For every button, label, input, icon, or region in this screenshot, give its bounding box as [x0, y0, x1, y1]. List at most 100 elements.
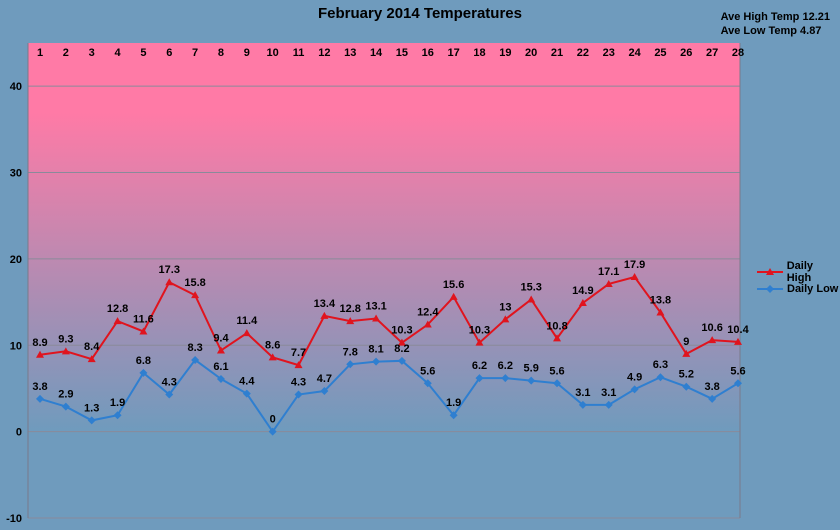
data-point-high: [423, 320, 432, 328]
data-label-high: 17.9: [624, 259, 645, 271]
data-label-high: 9: [683, 336, 689, 348]
data-point-low: [449, 411, 458, 420]
data-label-low: 3.8: [704, 381, 719, 393]
y-tick-label: 40: [10, 81, 22, 93]
legend-swatch-low: [757, 284, 783, 293]
x-tick-label: 22: [577, 47, 589, 59]
x-tick-label: 20: [525, 47, 537, 59]
data-label-high: 13: [499, 301, 511, 313]
ave-low-stat: Ave Low Temp 4.87: [720, 25, 822, 37]
data-label-high: 8.6: [265, 339, 280, 351]
data-point-low: [423, 379, 432, 388]
data-point-high: [191, 291, 200, 299]
data-point-low: [139, 368, 148, 377]
data-label-low: 5.6: [420, 365, 435, 377]
data-point-low: [61, 402, 70, 411]
x-tick-label: 6: [166, 47, 172, 59]
plot-band: [28, 43, 740, 432]
data-point-high: [578, 298, 587, 306]
data-point-high: [553, 334, 562, 342]
data-point-low: [87, 416, 96, 425]
x-tick-label: 16: [422, 47, 434, 59]
y-tick-label: 30: [10, 168, 22, 180]
x-tick-label: 28: [732, 47, 744, 59]
data-point-low: [191, 355, 200, 364]
data-point-high: [501, 315, 510, 323]
legend-item-daily-low: Daily Low: [757, 280, 840, 297]
data-point-high: [527, 295, 536, 303]
data-point-high: [165, 278, 174, 286]
x-tick-label: 8: [218, 47, 224, 59]
stats-box: Ave High Temp 12.21 Ave Low Temp 4.87: [721, 10, 830, 38]
x-tick-label: 21: [551, 47, 563, 59]
x-tick-label: 25: [654, 47, 666, 59]
data-point-low: [294, 390, 303, 399]
data-label-low: 6.1: [213, 361, 228, 373]
data-point-low: [475, 374, 484, 383]
data-point-low: [165, 390, 174, 399]
series-line-low: [39, 358, 739, 434]
data-label-low: 7.8: [343, 346, 358, 358]
data-point-high: [87, 355, 96, 363]
data-label-low: 5.9: [524, 363, 539, 375]
data-point-high: [268, 353, 277, 361]
x-tick-label: 15: [396, 47, 408, 59]
x-tick-label: 24: [628, 47, 641, 59]
data-label-high: 9.4: [213, 332, 229, 344]
data-label-low: 3.1: [575, 387, 590, 399]
data-label-high: 10.4: [727, 324, 749, 336]
x-tick-label: 27: [706, 47, 718, 59]
data-label-low: 4.3: [291, 377, 306, 389]
x-tick-label: 19: [499, 47, 511, 59]
data-point-low: [527, 376, 536, 385]
data-label-low: 0: [270, 414, 276, 426]
data-label-low: 2.9: [58, 389, 73, 401]
data-label-low: 1.3: [84, 402, 99, 414]
x-tick-label: 13: [344, 47, 356, 59]
data-label-low: 5.6: [549, 365, 564, 377]
data-point-high: [113, 317, 122, 325]
data-point-low: [604, 400, 613, 409]
x-tick-label: 14: [370, 47, 383, 59]
data-label-high: 14.9: [572, 285, 593, 297]
y-tick-label: -10: [6, 513, 22, 525]
data-label-low: 1.9: [110, 397, 125, 409]
data-point-low: [501, 374, 510, 383]
data-label-low: 6.2: [498, 360, 513, 372]
data-label-high: 15.6: [443, 279, 464, 291]
x-tick-label: 7: [192, 47, 198, 59]
y-tick-label: 10: [10, 340, 22, 352]
data-label-high: 11.4: [236, 315, 258, 327]
y-tick-label: 20: [10, 254, 22, 266]
series-line-high: [39, 275, 739, 367]
data-label-high: 17.1: [598, 266, 619, 278]
data-point-high: [320, 311, 329, 319]
data-point-low: [242, 389, 251, 398]
data-point-low: [708, 394, 717, 403]
data-point-high: [604, 279, 613, 287]
data-label-low: 6.2: [472, 360, 487, 372]
data-point-low: [578, 400, 587, 409]
data-label-high: 13.1: [365, 301, 386, 313]
x-tick-label: 26: [680, 47, 692, 59]
data-point-high: [708, 336, 717, 344]
data-point-high: [397, 338, 406, 346]
y-tick-label: 0: [16, 427, 22, 439]
legend-swatch-high: [757, 267, 783, 275]
legend-label-high: Daily High: [786, 259, 814, 284]
data-label-high: 12.8: [107, 303, 128, 315]
data-point-low: [36, 394, 44, 403]
data-label-low: 6.8: [136, 355, 151, 367]
x-tick-label: 17: [448, 47, 460, 59]
data-label-high: 12.4: [417, 307, 439, 319]
data-point-high: [139, 327, 148, 335]
x-tick-label: 2: [63, 47, 69, 59]
data-point-high: [36, 350, 44, 358]
data-label-high: 8.4: [84, 341, 100, 353]
data-label-high: 11.6: [133, 313, 154, 325]
x-tick-label: 1: [37, 47, 43, 59]
data-label-low: 8.1: [368, 344, 383, 356]
data-label-high: 10.3: [391, 325, 412, 337]
